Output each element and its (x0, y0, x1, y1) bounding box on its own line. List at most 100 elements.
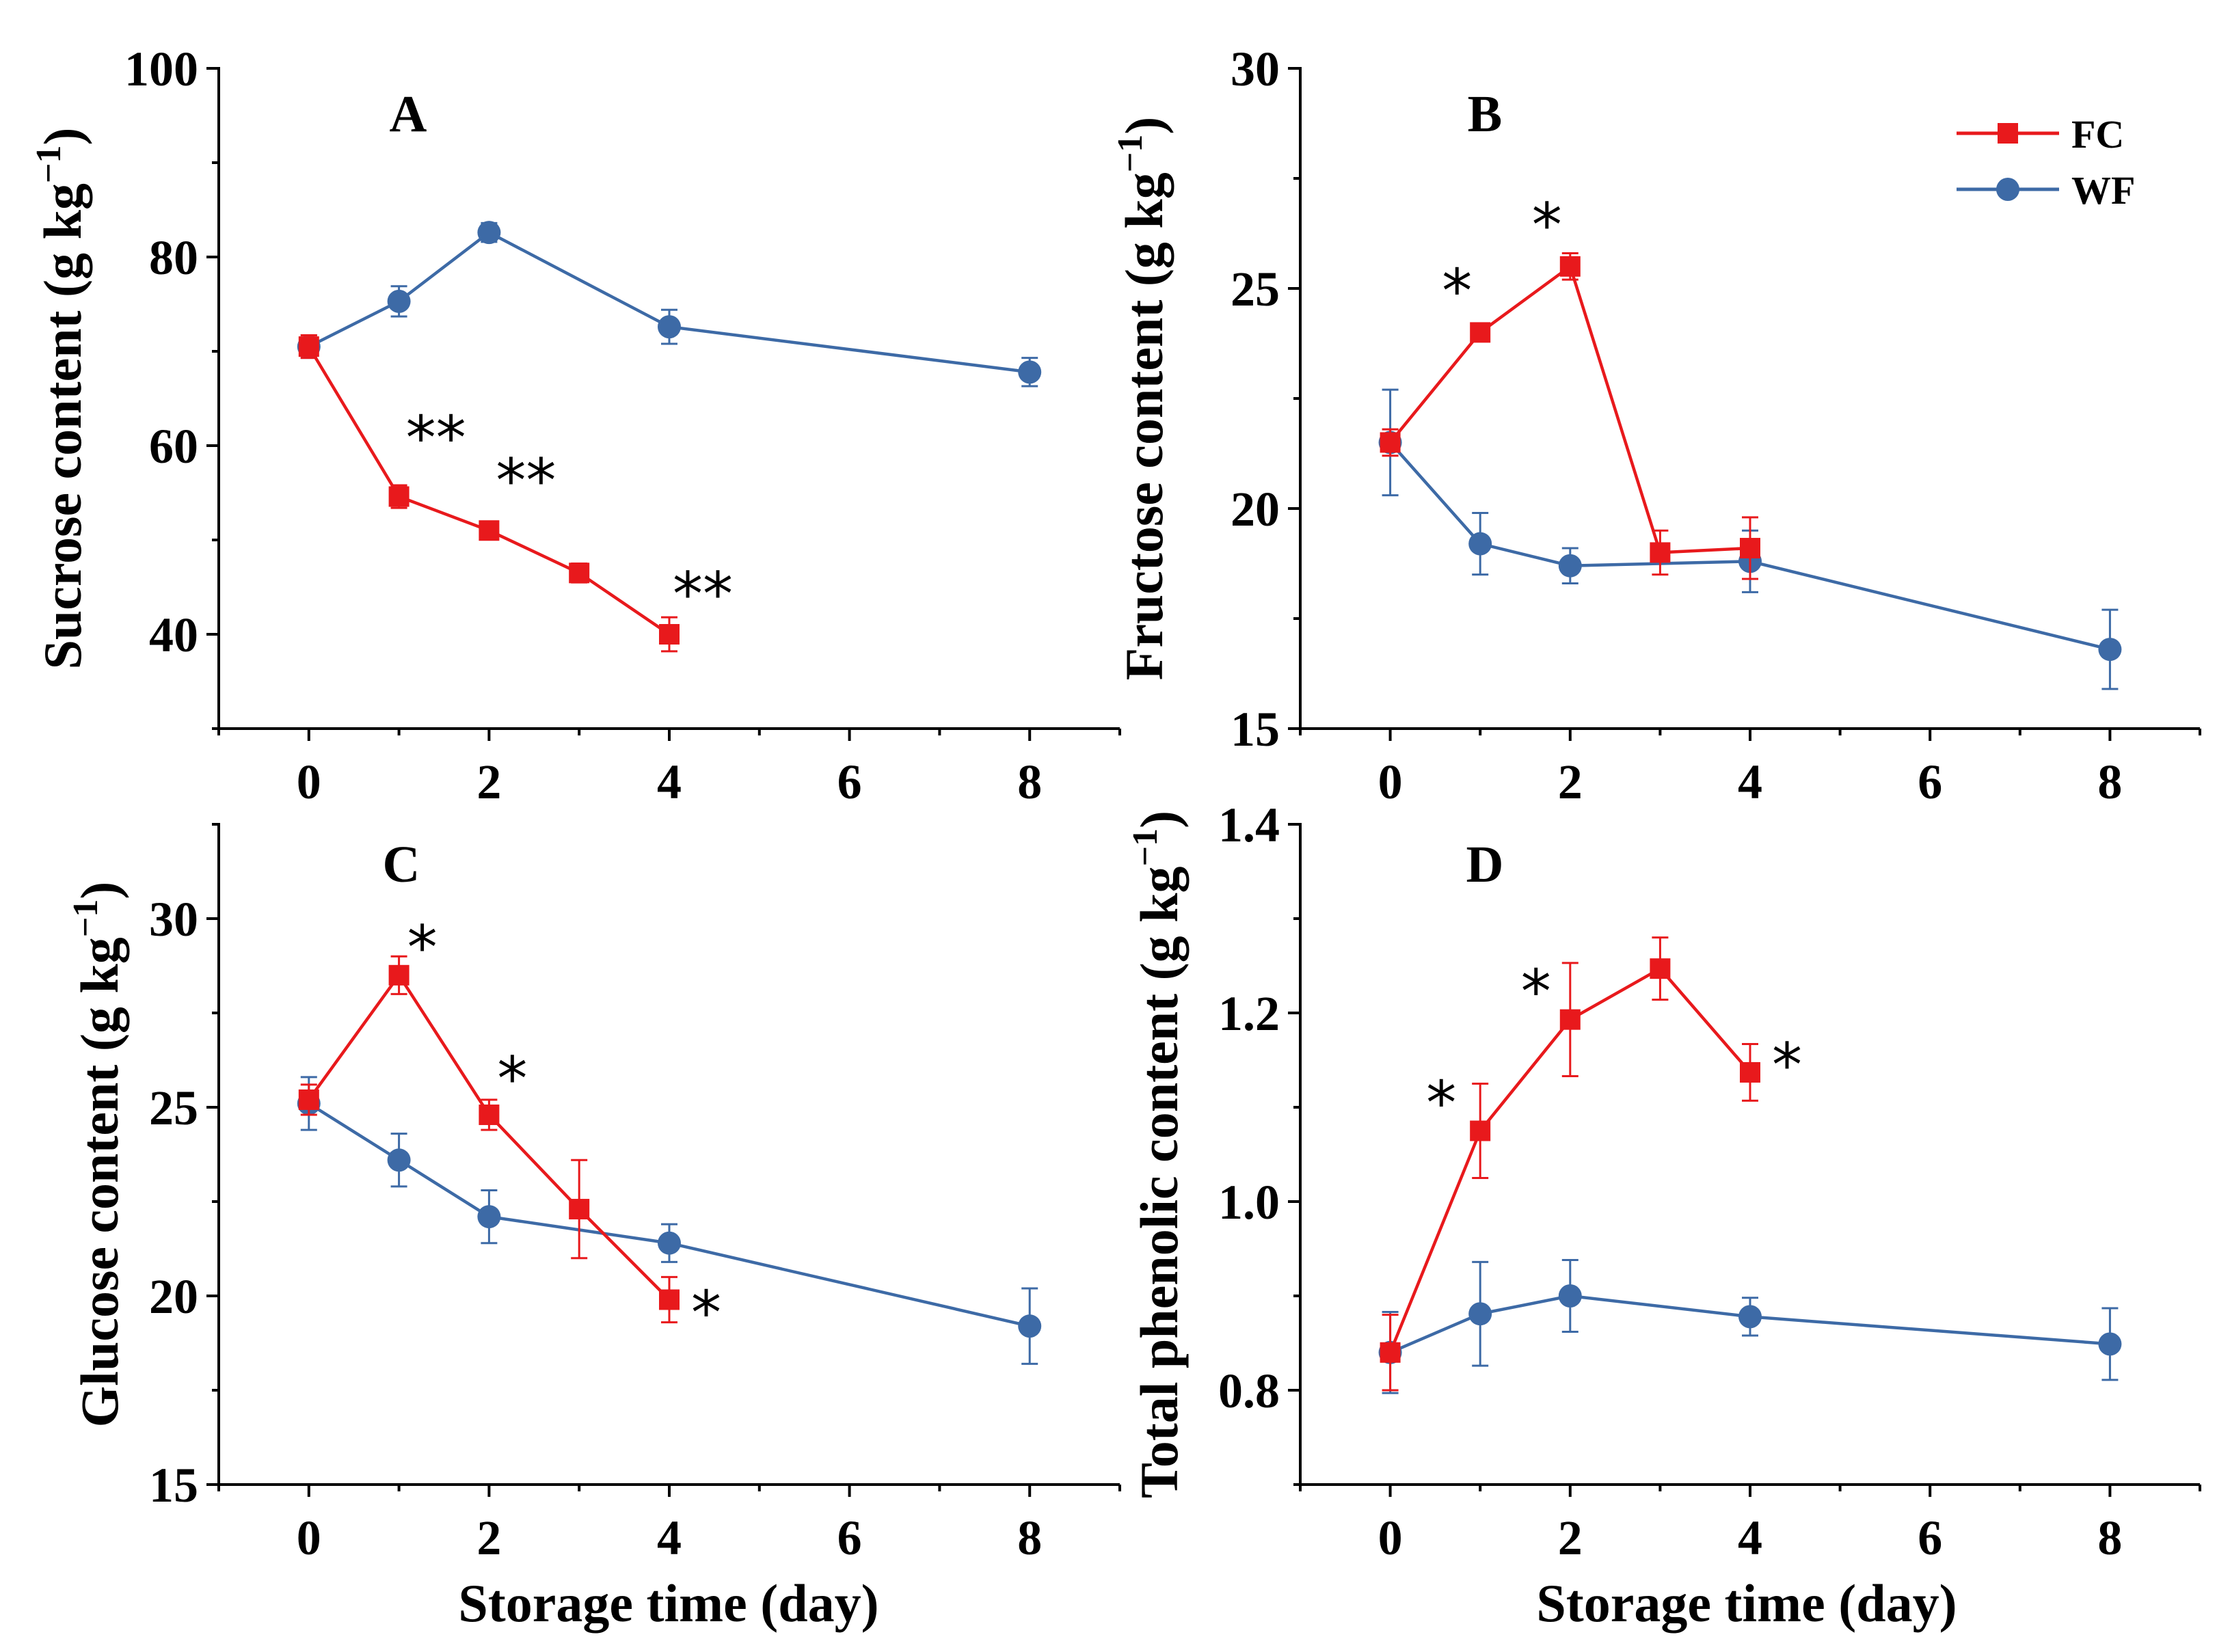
panel-d-significance-mark: * (1426, 1068, 1456, 1139)
panel-d-y-tick-label: 1.0 (1218, 1175, 1280, 1230)
panel-d-y-tick-label: 1.2 (1218, 986, 1280, 1041)
panel-b-fructose: 0 2 4 6 8 15 20 25 30 Fructose content (g kg−1) B *… (1111, 42, 2201, 809)
legend-wf-label: WF (2071, 168, 2135, 213)
panel-b-x-tick-label: 8 (2097, 755, 2122, 809)
panel-b-wf-point (2098, 638, 2122, 662)
panel-a-y-tick-label: 40 (149, 608, 198, 662)
panel-a-wf-point (1018, 360, 1042, 384)
panel-d-phenolic: 0 2 4 6 8 0.8 1.0 1.2 1.4 Total phenolic content … (1126, 798, 2201, 1565)
panel-d-x-tick-label: 6 (1918, 1511, 1942, 1565)
panel-a-sucrose: 0 2 4 6 8 40 60 80 100 Sucrose content (g kg−1) A *… (29, 42, 1121, 809)
panel-d-y-tick-label: 1.4 (1218, 798, 1280, 852)
panel-c-y-tick-label: 15 (149, 1458, 198, 1513)
panel-d-wf-point (1468, 1302, 1492, 1326)
panel-b-fc-point (1650, 542, 1671, 563)
panel-d-fc-point (1559, 1009, 1581, 1030)
panel-a-y-tick-label: 80 (149, 230, 198, 285)
panel-c-fc-point (659, 1289, 680, 1310)
panel-a-wf-point (658, 315, 681, 339)
panel-a-significance-mark: ** (406, 403, 466, 474)
panel-b-x-tick-label: 6 (1918, 755, 1942, 809)
panel-c-y-tick-label: 25 (149, 1081, 198, 1135)
panel-b-fc-point (1380, 432, 1401, 453)
panel-b-letter: B (1468, 85, 1503, 143)
panel-c-x-tick-label: 2 (476, 1511, 501, 1565)
panel-c-fc-point (569, 1199, 590, 1220)
panel-b-x-tick-label: 0 (1378, 755, 1403, 809)
panel-a-fc-point (388, 486, 409, 507)
panel-d-x-tick-label: 0 (1378, 1511, 1403, 1565)
panel-c-letter: C (383, 836, 420, 893)
panel-d-y-tick-label: 0.8 (1218, 1364, 1280, 1418)
panel-a-wf-point (477, 221, 501, 245)
panel-b-x-tick-label: 2 (1558, 755, 1583, 809)
panel-c-wf-point (1018, 1314, 1042, 1338)
legend: FC WF (1957, 112, 2135, 213)
panel-a-letter: A (390, 85, 427, 143)
panel-a-x-tick-label: 8 (1017, 755, 1042, 809)
legend-fc-marker (1998, 123, 2018, 144)
panel-c-fc-point (298, 1089, 319, 1110)
panel-c-fc-point (479, 1105, 500, 1126)
panel-a-y-tick-label: 100 (124, 42, 198, 96)
panel-b-wf-point (1468, 532, 1492, 556)
panel-d-x-tick-label: 2 (1558, 1511, 1583, 1565)
panel-a-wf-point (387, 289, 411, 313)
panel-b-wf-point (1558, 554, 1582, 578)
panel-b-fc-point (1559, 256, 1581, 277)
panel-d-fc-point (1650, 958, 1671, 979)
panel-a-fc-point (298, 336, 319, 357)
legend-wf-marker (1996, 178, 2019, 201)
panel-d-wf-point (1738, 1305, 1762, 1329)
panel-a-fc-point (659, 624, 680, 645)
panel-b-y-tick-label: 15 (1231, 702, 1280, 757)
panel-d-wf-point (1558, 1284, 1582, 1308)
panel-d-wf-point (2098, 1332, 2122, 1356)
panel-c-y-tick-label: 20 (149, 1269, 198, 1324)
panel-c-x-tick-label: 4 (657, 1511, 682, 1565)
panel-c-y-tick-label: 30 (149, 892, 198, 947)
panel-c-wf-point (387, 1148, 411, 1172)
panel-d-fc-point (1380, 1342, 1401, 1363)
panel-a-x-tick-label: 6 (837, 755, 862, 809)
panel-b-significance-mark: * (1532, 190, 1562, 260)
panel-c-x-tick-label: 6 (837, 1511, 862, 1565)
panel-a-x-tick-label: 4 (657, 755, 682, 809)
panel-c-significance-mark: * (497, 1044, 527, 1114)
panel-b-significance-mark: * (1442, 256, 1472, 326)
panel-c-x-tick-label: 0 (297, 1511, 321, 1565)
panel-d-fc-point (1470, 1120, 1491, 1141)
panel-b-y-axis-title: Fructose content (g kg−1) (1111, 117, 1174, 681)
panel-b-x-tick-label: 4 (1738, 755, 1762, 809)
panel-c-wf-point (658, 1231, 681, 1255)
panel-d-significance-mark: * (1772, 1030, 1802, 1100)
panel-d-y-axis-title: Total phenolic content (g kg−1) (1126, 811, 1189, 1498)
panel-c-significance-mark: * (691, 1278, 721, 1349)
panel-c-significance-mark: * (407, 912, 438, 983)
panel-c-wf-point (477, 1205, 501, 1229)
panel-d-x-tick-label: 8 (2097, 1511, 2122, 1565)
panel-a-x-tick-label: 0 (297, 755, 321, 809)
x-axis-title-left: Storage time (day) (458, 1573, 878, 1633)
panel-b-y-tick-label: 30 (1231, 42, 1280, 96)
legend-fc-label: FC (2071, 112, 2124, 157)
panel-c-glucose: 0 2 4 6 8 15 20 25 30 Glucose content (g kg−1) C * *… (66, 823, 1121, 1565)
panel-a-y-axis-title: Sucrose content (g kg−1) (29, 128, 92, 670)
panel-b-y-tick-label: 20 (1231, 482, 1280, 537)
panel-b-fc-point (1740, 537, 1760, 558)
panel-b-y-tick-label: 25 (1231, 262, 1280, 316)
panel-c-y-axis-title: Glucose content (g kg−1) (66, 882, 129, 1428)
panel-d-significance-mark: * (1521, 957, 1551, 1027)
panel-d-x-tick-label: 4 (1738, 1511, 1762, 1565)
panel-a-y-tick-label: 60 (149, 419, 198, 474)
panel-a-significance-mark: ** (673, 559, 733, 629)
panel-b-fc-point (1470, 322, 1491, 343)
panel-a-x-tick-label: 2 (476, 755, 501, 809)
panel-a-significance-mark: ** (496, 446, 556, 516)
panel-c-x-tick-label: 8 (1017, 1511, 1042, 1565)
panel-a-fc-point (479, 520, 500, 541)
panel-d-fc-point (1740, 1061, 1760, 1083)
panel-c-fc-point (388, 964, 409, 986)
